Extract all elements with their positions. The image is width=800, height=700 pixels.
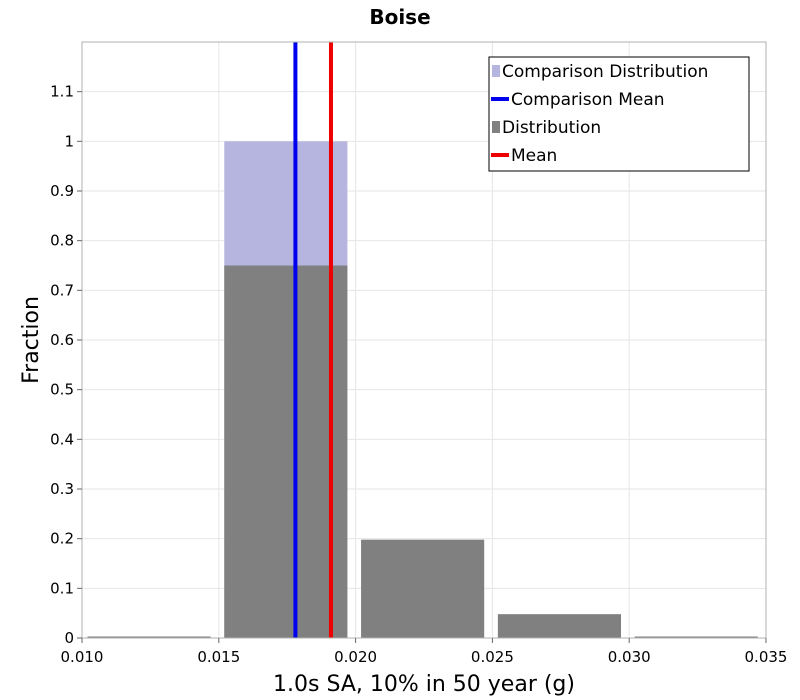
legend-label-mean: Mean [511,146,557,166]
chart-title: Boise [369,5,430,29]
y-tick-label: 0.1 [50,579,74,597]
legend-label-comparison-distribution: Comparison Distribution [502,62,708,82]
y-tick-label: 1 [64,132,74,150]
legend-swatch-comparison-distribution [492,65,500,77]
y-tick-label: 0.8 [50,232,74,250]
distribution-bar-3 [497,614,621,638]
x-tick-label: 0.030 [608,648,651,666]
legend-box [488,56,750,172]
distribution-bar-2 [361,539,485,638]
x-axis-title: 1.0s SA, 10% in 50 year (g) [273,672,575,697]
y-tick-label: 1.1 [50,83,74,101]
y-axis-title: Fraction [19,296,44,384]
axis-ticks: 0.010 0.015 0.020 0.025 0.030 0.035 0 0.1 0.2 0.3… [50,83,787,666]
y-tick-label: 0.6 [50,331,74,349]
y-tick-label: 0.4 [50,430,74,448]
legend-label-distribution: Distribution [502,118,601,138]
x-tick-label: 0.035 [745,648,788,666]
y-tick-label: 0.3 [50,480,74,498]
distribution-bar-1 [224,265,348,638]
legend: Comparison Distribution Comparison Mean Di… [488,56,750,172]
distribution-bar-4 [634,636,758,639]
legend-swatch-distribution [492,121,500,133]
y-tick-label: 0.2 [50,530,74,548]
y-tick-label: 0.5 [50,381,74,399]
x-tick-label: 0.020 [334,648,377,666]
bars [87,141,758,639]
y-tick-label: 0.9 [50,182,74,200]
y-tick-label: 0 [64,629,74,647]
x-tick-label: 0.010 [61,648,104,666]
x-tick-label: 0.015 [197,648,240,666]
x-tick-label: 0.025 [471,648,514,666]
legend-label-comparison-mean: Comparison Mean [511,90,665,110]
distribution-bar-0 [87,636,211,639]
y-tick-label: 0.7 [50,281,74,299]
mean-lines [293,42,333,638]
